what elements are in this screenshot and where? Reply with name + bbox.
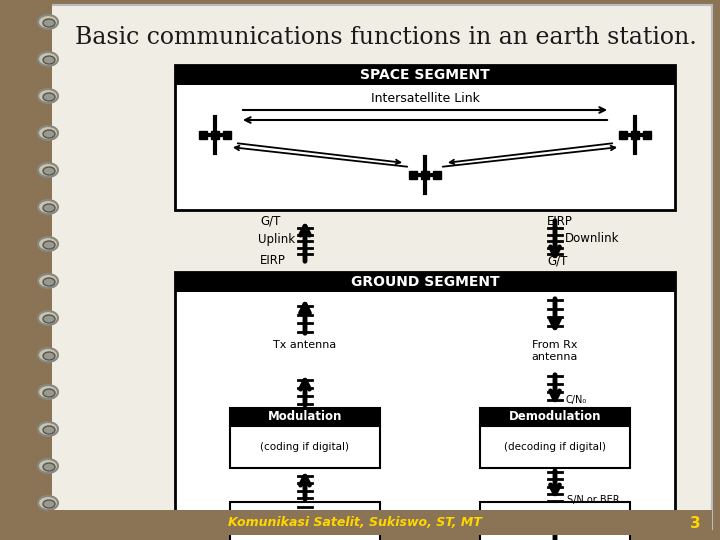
Ellipse shape <box>38 52 58 66</box>
Bar <box>480 502 630 540</box>
Text: EIRP: EIRP <box>547 215 573 228</box>
Bar <box>619 131 627 139</box>
Bar <box>223 131 231 139</box>
Text: G/T: G/T <box>547 254 567 267</box>
Ellipse shape <box>38 311 58 325</box>
Ellipse shape <box>38 200 58 214</box>
Ellipse shape <box>43 463 55 471</box>
Text: Tx antenna: Tx antenna <box>274 340 337 350</box>
Text: From Rx
antenna: From Rx antenna <box>532 340 578 362</box>
Text: Komunikasi Satelit, Sukiswo, ST, MT: Komunikasi Satelit, Sukiswo, ST, MT <box>228 516 482 530</box>
Text: Demodulation: Demodulation <box>509 410 601 423</box>
Text: SPACE SEGMENT: SPACE SEGMENT <box>360 68 490 82</box>
Ellipse shape <box>43 315 55 323</box>
Ellipse shape <box>38 348 58 362</box>
Bar <box>643 131 651 139</box>
Bar <box>230 502 380 540</box>
Ellipse shape <box>38 459 58 473</box>
Ellipse shape <box>38 274 58 288</box>
Bar <box>48 510 712 535</box>
Text: EIRP: EIRP <box>260 254 286 267</box>
Ellipse shape <box>38 89 58 103</box>
Bar <box>631 131 639 139</box>
Ellipse shape <box>43 167 55 175</box>
Ellipse shape <box>43 426 55 434</box>
Bar <box>175 65 675 210</box>
Bar <box>480 426 630 468</box>
Bar <box>175 65 675 85</box>
Text: Intersatellite Link: Intersatellite Link <box>371 91 480 105</box>
Text: (decoding if digital): (decoding if digital) <box>504 442 606 452</box>
Ellipse shape <box>43 389 55 397</box>
Text: Basic communications functions in an earth station.: Basic communications functions in an ear… <box>75 26 697 50</box>
Text: C/N₀: C/N₀ <box>565 395 586 405</box>
Bar <box>480 408 630 426</box>
Bar <box>409 171 417 179</box>
Ellipse shape <box>43 241 55 249</box>
Text: Downlink: Downlink <box>565 233 619 246</box>
Bar <box>230 408 380 426</box>
Bar <box>199 131 207 139</box>
Text: Processing
Formatting: Processing Formatting <box>524 512 585 534</box>
Ellipse shape <box>38 237 58 251</box>
Bar <box>0 0 52 540</box>
Text: Uplink: Uplink <box>258 233 295 246</box>
Text: 3: 3 <box>690 516 701 530</box>
Ellipse shape <box>38 126 58 140</box>
Bar <box>175 272 675 292</box>
Bar <box>433 171 441 179</box>
Ellipse shape <box>43 93 55 101</box>
Text: GROUND SEGMENT: GROUND SEGMENT <box>351 275 499 289</box>
Ellipse shape <box>38 163 58 177</box>
Text: S/N or BER: S/N or BER <box>567 495 620 505</box>
Text: G/T: G/T <box>260 215 280 228</box>
Ellipse shape <box>43 56 55 64</box>
Ellipse shape <box>43 500 55 508</box>
Ellipse shape <box>38 496 58 510</box>
Text: Processing
Formatting: Processing Formatting <box>274 512 336 534</box>
Text: (coding if digital): (coding if digital) <box>261 442 349 452</box>
Ellipse shape <box>43 19 55 27</box>
Ellipse shape <box>43 278 55 286</box>
Ellipse shape <box>43 352 55 360</box>
Ellipse shape <box>43 130 55 138</box>
Text: Modulation: Modulation <box>268 410 342 423</box>
Ellipse shape <box>38 422 58 436</box>
Bar <box>175 272 675 516</box>
Ellipse shape <box>38 385 58 399</box>
Bar <box>230 426 380 468</box>
Bar <box>211 131 219 139</box>
Ellipse shape <box>43 204 55 212</box>
Bar <box>421 171 429 179</box>
Ellipse shape <box>38 15 58 29</box>
